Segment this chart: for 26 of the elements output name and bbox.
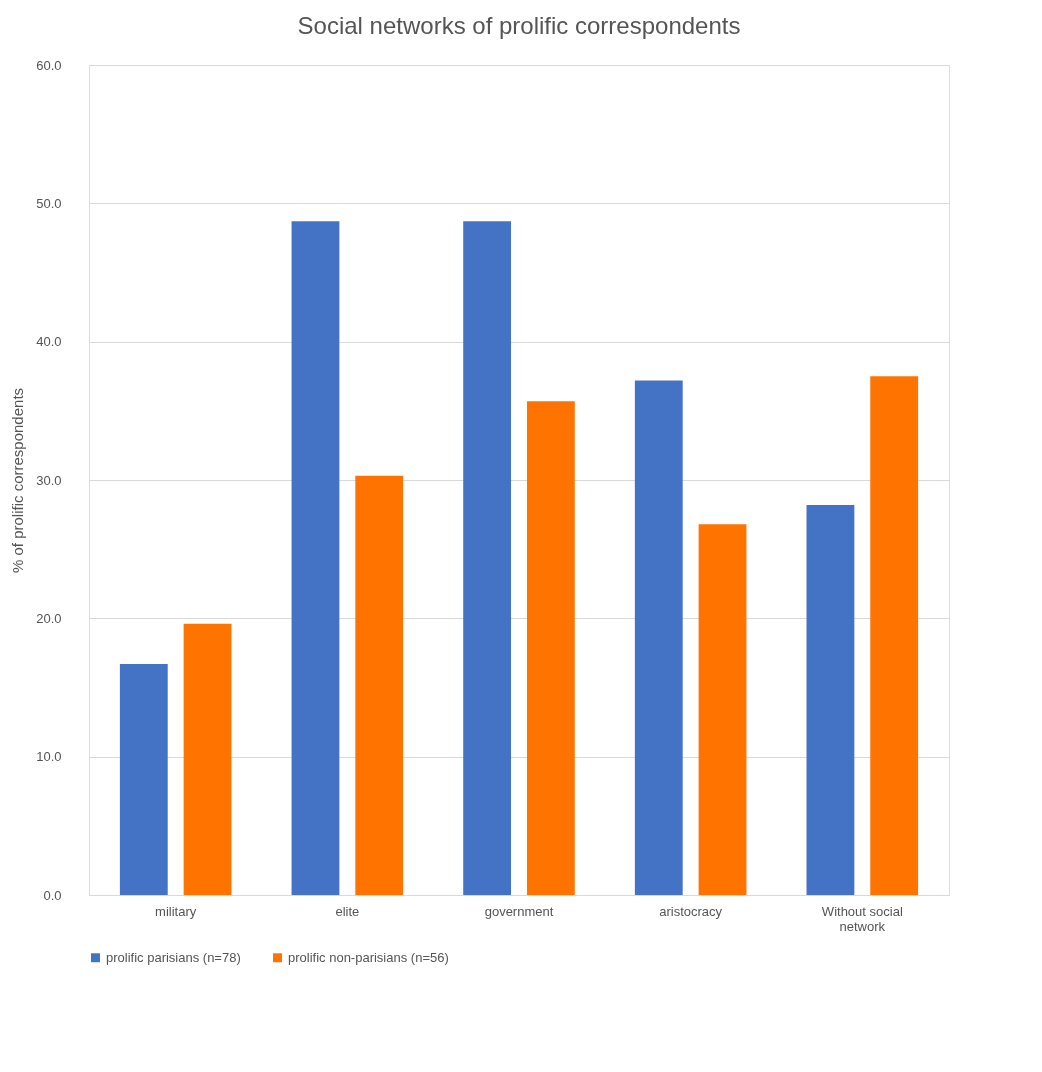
bar: [634, 380, 683, 895]
x-tick-label: Without social network: [821, 903, 903, 934]
y-tick-label: 0.0: [43, 887, 62, 903]
bar: [526, 401, 575, 895]
bar: [870, 376, 919, 895]
x-tick-label: government: [484, 903, 554, 919]
y-axis-title: % of prolific correspondents: [9, 387, 27, 574]
bar: [463, 221, 512, 895]
y-tick-label: 50.0: [36, 195, 62, 211]
x-tick-label: aristocracy: [659, 903, 723, 919]
bar: [698, 524, 747, 895]
bar: [806, 504, 855, 895]
legend-label: prolific non-parisians (n=56): [288, 949, 449, 965]
legend-label: prolific parisians (n=78): [106, 949, 241, 965]
bar: [183, 623, 232, 895]
y-tick-label: 20.0: [36, 610, 62, 626]
x-tick-label: military: [155, 903, 197, 919]
y-tick-label: 40.0: [36, 334, 62, 350]
y-tick-label: 60.0: [36, 57, 62, 73]
bar: [291, 221, 340, 895]
y-tick-label: 30.0: [36, 472, 62, 488]
bar: [355, 475, 404, 895]
bar: [119, 663, 168, 895]
x-tick-label: elite: [335, 903, 360, 919]
y-tick-label: 10.0: [36, 749, 62, 765]
chart-title: Social networks of prolific correspondents: [297, 12, 741, 39]
